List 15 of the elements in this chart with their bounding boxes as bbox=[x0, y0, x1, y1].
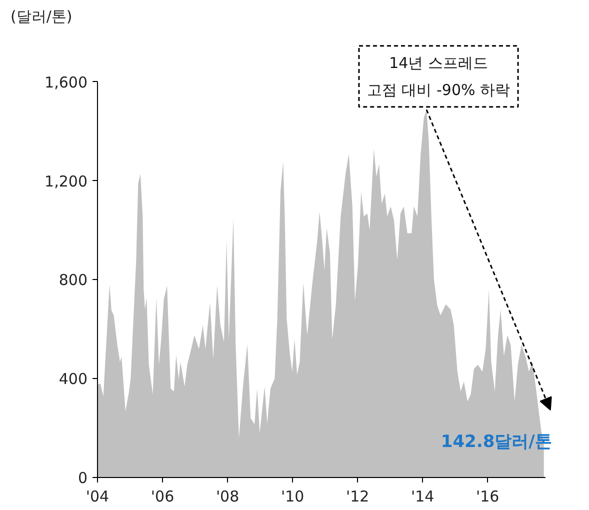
y-tick-label: 0 bbox=[78, 469, 88, 487]
y-tick-label: 1,600 bbox=[44, 73, 88, 92]
y-tick-label: 1,200 bbox=[44, 172, 88, 190]
x-tick-label: '06 bbox=[150, 488, 174, 506]
x-tick-label: '08 bbox=[216, 488, 240, 506]
y-tick-label: 800 bbox=[58, 271, 88, 290]
x-tick-label: '12 bbox=[346, 488, 370, 506]
y-tick-label: 400 bbox=[58, 370, 88, 388]
annotation: 142.8달러/톤 bbox=[440, 432, 552, 452]
annotation: 14년 스프레드 고점 대비 -90% 하락 bbox=[366, 54, 510, 99]
x-tick-label: '14 bbox=[411, 488, 434, 506]
y-axis-title: (달러/톤) bbox=[10, 8, 72, 26]
x-tick-label: '16 bbox=[476, 488, 500, 506]
x-tick-label: '04 bbox=[86, 488, 110, 506]
x-tick-label: '10 bbox=[280, 488, 304, 506]
